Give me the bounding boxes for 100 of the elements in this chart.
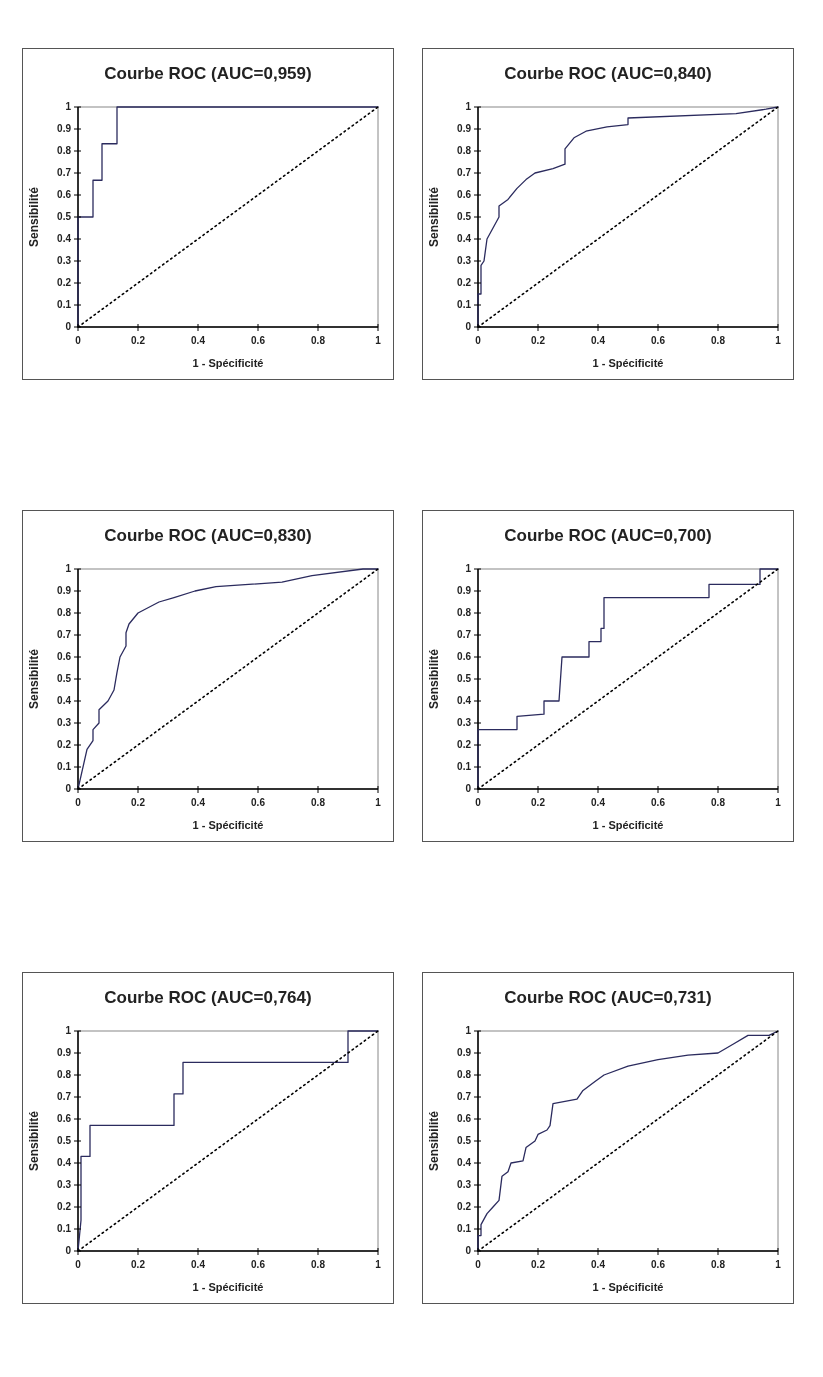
y-tick-label: 0.2	[57, 277, 72, 289]
y-tick-label: 0.1	[57, 299, 72, 311]
y-axis-title: Sensibilité	[427, 1110, 441, 1172]
x-tick-label: 0.6	[251, 797, 266, 808]
chart-title: Courbe ROC (AUC=0,830)	[104, 526, 312, 545]
y-tick-label: 0.3	[57, 255, 72, 267]
y-axis-title: Sensibilité	[27, 186, 41, 248]
chart-title: Courbe ROC (AUC=0,959)	[104, 64, 312, 83]
y-tick-label: 1	[465, 1025, 472, 1037]
x-tick-label: 1	[375, 335, 382, 346]
y-tick-label: 0.1	[457, 1223, 472, 1235]
y-tick-label: 0	[65, 783, 72, 795]
y-tick-label: 0.5	[457, 1135, 472, 1147]
y-tick-label: 0	[465, 783, 472, 795]
x-tick-label: 0.6	[251, 335, 266, 346]
y-tick-label: 0.5	[57, 673, 72, 685]
x-axis-title: 1 - Spécificité	[592, 819, 664, 831]
y-tick-label: 0.7	[457, 1091, 472, 1103]
y-tick-label: 0.7	[57, 1091, 72, 1103]
x-axis-title: 1 - Spécificité	[192, 357, 264, 369]
x-tick-label: 0.4	[591, 335, 606, 346]
x-tick-label: 0.2	[531, 797, 546, 808]
x-tick-label: 0.2	[531, 335, 546, 346]
line-series	[477, 106, 779, 328]
y-tick-label: 0.5	[57, 1135, 72, 1147]
y-tick-label: 0	[65, 1245, 72, 1257]
y-tick-label: 0.8	[57, 607, 72, 619]
y-tick-label: 0.9	[457, 1047, 472, 1059]
x-tick-label: 0.6	[651, 1259, 666, 1270]
x-axis-title: 1 - Spécificité	[192, 819, 264, 831]
x-tick-label: 0	[475, 797, 482, 808]
y-tick-label: 0.6	[457, 651, 472, 663]
y-tick-label: 0.8	[457, 607, 472, 619]
line-series	[477, 1030, 779, 1252]
y-tick-label: 0.9	[457, 585, 472, 597]
y-tick-label: 0.4	[457, 1157, 472, 1169]
y-tick-label: 0.5	[57, 211, 72, 223]
x-axis-title: 1 - Spécificité	[592, 1281, 664, 1293]
x-tick-label: 0.2	[131, 797, 146, 808]
y-tick-label: 0.1	[57, 1223, 72, 1235]
y-axis-title: Sensibilité	[427, 648, 441, 710]
x-tick-label: 0.2	[131, 1259, 146, 1270]
y-tick-label: 0.8	[57, 1069, 72, 1081]
x-tick-label: 0.8	[711, 797, 726, 808]
y-tick-label: 0.9	[57, 1047, 72, 1059]
x-tick-label: 0.4	[591, 1259, 606, 1270]
y-tick-label: 1	[65, 1025, 72, 1037]
x-tick-label: 1	[775, 797, 782, 808]
x-tick-label: 1	[775, 1259, 782, 1270]
y-tick-label: 0.7	[57, 629, 72, 641]
y-tick-label: 0.6	[57, 189, 72, 201]
chart-title: Courbe ROC (AUC=0,840)	[504, 64, 712, 83]
y-tick-label: 0.3	[57, 717, 72, 729]
x-tick-label: 0.2	[531, 1259, 546, 1270]
x-tick-label: 0.8	[711, 1259, 726, 1270]
x-axis-title: 1 - Spécificité	[592, 357, 664, 369]
x-tick-label: 0.4	[591, 797, 606, 808]
y-tick-label: 0.9	[57, 123, 72, 135]
y-tick-label: 0.6	[457, 189, 472, 201]
y-tick-label: 0.7	[457, 629, 472, 641]
y-tick-label: 0.4	[457, 695, 472, 707]
y-axis-title: Sensibilité	[27, 1110, 41, 1172]
y-tick-label: 1	[465, 563, 472, 575]
y-tick-label: 0.6	[57, 1113, 72, 1125]
line-series	[77, 568, 379, 790]
y-tick-label: 0.8	[457, 145, 472, 157]
x-tick-label: 0.8	[311, 1259, 326, 1270]
x-tick-label: 1	[375, 797, 382, 808]
y-tick-label: 0.3	[457, 255, 472, 267]
y-tick-label: 0.3	[457, 717, 472, 729]
y-tick-label: 0	[465, 321, 472, 333]
chart-title: Courbe ROC (AUC=0,731)	[504, 988, 712, 1007]
y-tick-label: 0.2	[57, 739, 72, 751]
x-tick-label: 1	[375, 1259, 382, 1270]
y-tick-label: 1	[65, 563, 72, 575]
x-axis-title: 1 - Spécificité	[192, 1281, 264, 1293]
y-tick-label: 0.4	[57, 233, 72, 245]
x-tick-label: 0.6	[651, 335, 666, 346]
x-tick-label: 0.8	[311, 797, 326, 808]
y-tick-label: 0.8	[57, 145, 72, 157]
line-series	[77, 1030, 379, 1252]
line-series	[77, 106, 379, 328]
y-tick-label: 0.2	[57, 1201, 72, 1213]
x-tick-label: 0.8	[311, 335, 326, 346]
y-axis-title: Sensibilité	[427, 186, 441, 248]
y-axis-title: Sensibilité	[27, 648, 41, 710]
y-tick-label: 0.1	[57, 761, 72, 773]
x-tick-label: 0.6	[251, 1259, 266, 1270]
y-tick-label: 0.6	[57, 651, 72, 663]
y-tick-label: 0.3	[457, 1179, 472, 1191]
x-tick-label: 0.6	[651, 797, 666, 808]
y-tick-label: 0.7	[57, 167, 72, 179]
line-series	[477, 568, 779, 790]
y-tick-label: 0.2	[457, 1201, 472, 1213]
y-tick-label: 0.4	[457, 233, 472, 245]
y-tick-label: 0.1	[457, 761, 472, 773]
x-tick-label: 1	[775, 335, 782, 346]
y-tick-label: 0.3	[57, 1179, 72, 1191]
y-tick-label: 0	[465, 1245, 472, 1257]
y-tick-label: 0.9	[57, 585, 72, 597]
